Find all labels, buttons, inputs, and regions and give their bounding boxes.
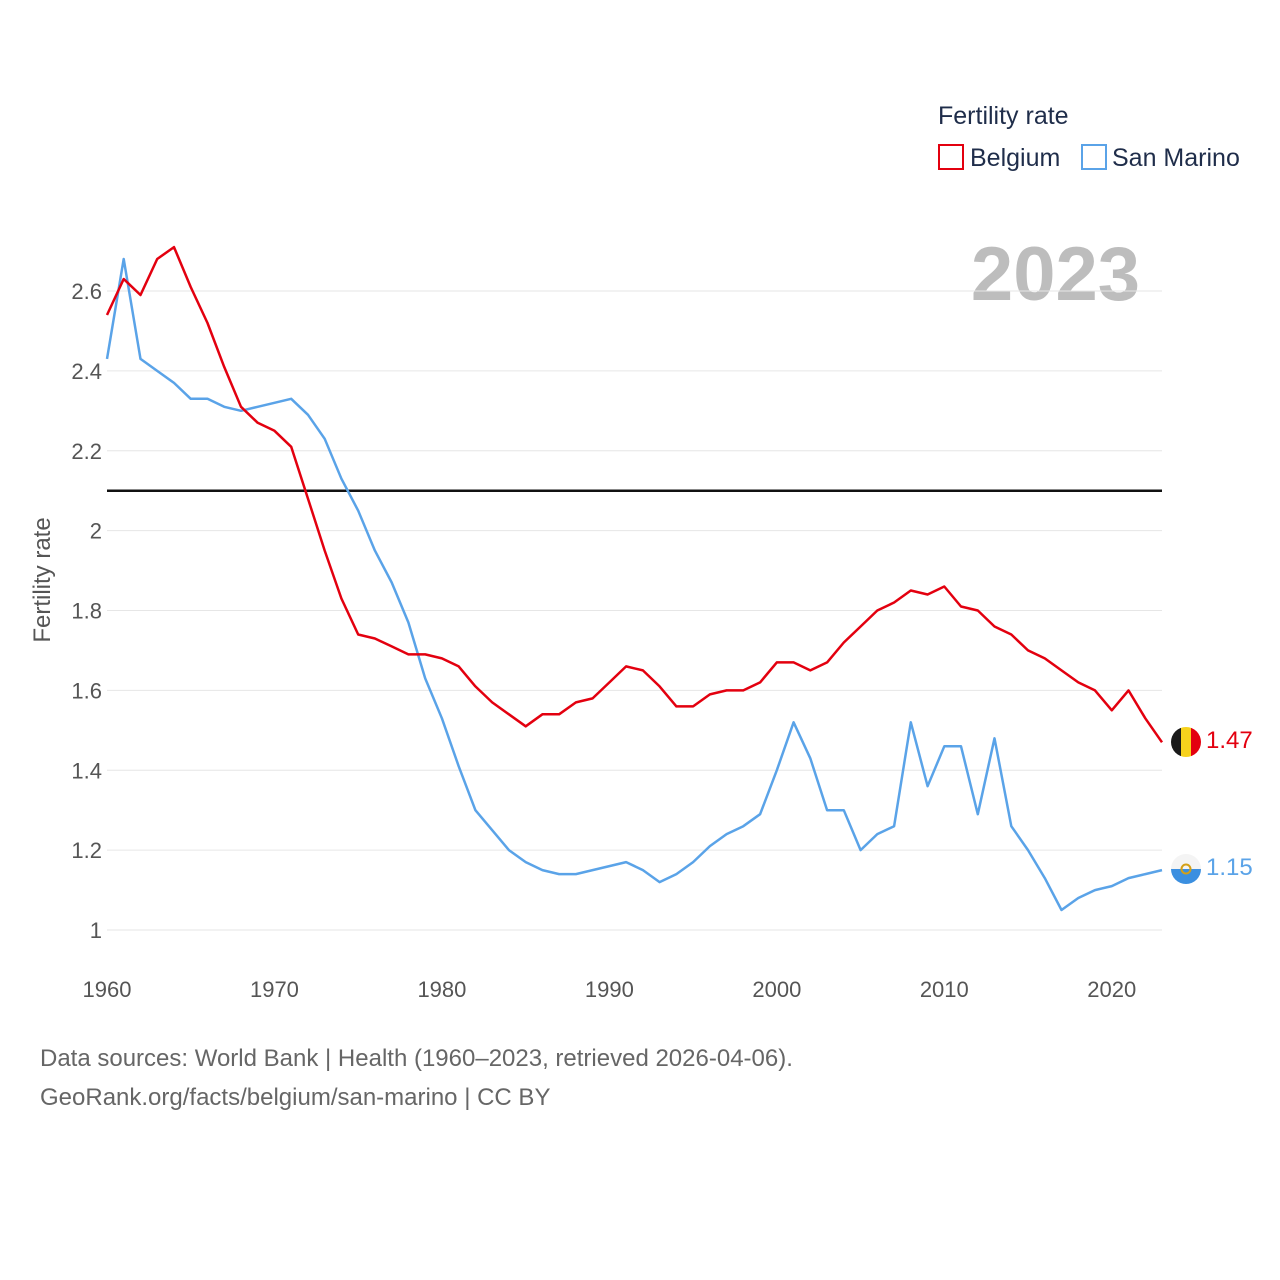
x-tick-label: 2010: [920, 977, 969, 1002]
legend-swatch-san-marino[interactable]: [1081, 144, 1107, 170]
x-tick-label: 2000: [752, 977, 801, 1002]
y-axis-ticks: 1 1.2 1.4 1.6 1.8 2 2.2 2.4 2.6: [71, 279, 102, 943]
x-tick-label: 2020: [1087, 977, 1136, 1002]
series-line-san-marino[interactable]: [105, 257, 1163, 912]
legend-label-san-marino[interactable]: San Marino: [1112, 144, 1240, 172]
y-axis-title: Fertility rate: [29, 517, 56, 642]
series-lines: [105, 245, 1164, 912]
y-tick-label: 1.2: [71, 838, 102, 863]
legend-title: Fertility rate: [938, 102, 1069, 130]
y-tick-label: 2: [90, 519, 102, 544]
x-tick-label: 1970: [250, 977, 299, 1002]
license-note[interactable]: GeoRank.org/facts/belgium/san-marino | C…: [40, 1084, 551, 1111]
legend-swatch-belgium[interactable]: [938, 144, 964, 170]
y-tick-label: 1.4: [71, 758, 102, 783]
y-tick-label: 1: [90, 918, 102, 943]
source-note: Data sources: World Bank | Health (1960–…: [40, 1045, 793, 1072]
legend-label-belgium[interactable]: Belgium: [970, 144, 1060, 172]
san-marino-flag-icon: [1171, 854, 1201, 884]
grid-lines: [107, 290, 1162, 931]
y-tick-label: 2.2: [71, 439, 102, 464]
current-year-label: 2023: [971, 232, 1140, 317]
y-tick-label: 2.6: [71, 279, 102, 304]
belgium-end-value: 1.47: [1206, 727, 1253, 754]
y-tick-label: 1.8: [71, 599, 102, 624]
y-tick-label: 2.4: [71, 359, 102, 384]
san-marino-end-value: 1.15: [1206, 854, 1253, 881]
series-line-belgium[interactable]: [105, 245, 1164, 744]
belgium-flag-icon: [1171, 727, 1201, 757]
x-tick-label: 1990: [585, 977, 634, 1002]
x-tick-label: 1960: [83, 977, 132, 1002]
x-tick-label: 1980: [417, 977, 466, 1002]
x-axis-ticks: 1960 1970 1980 1990 2000 2010 2020: [83, 977, 1137, 1002]
y-tick-label: 1.6: [71, 678, 102, 703]
